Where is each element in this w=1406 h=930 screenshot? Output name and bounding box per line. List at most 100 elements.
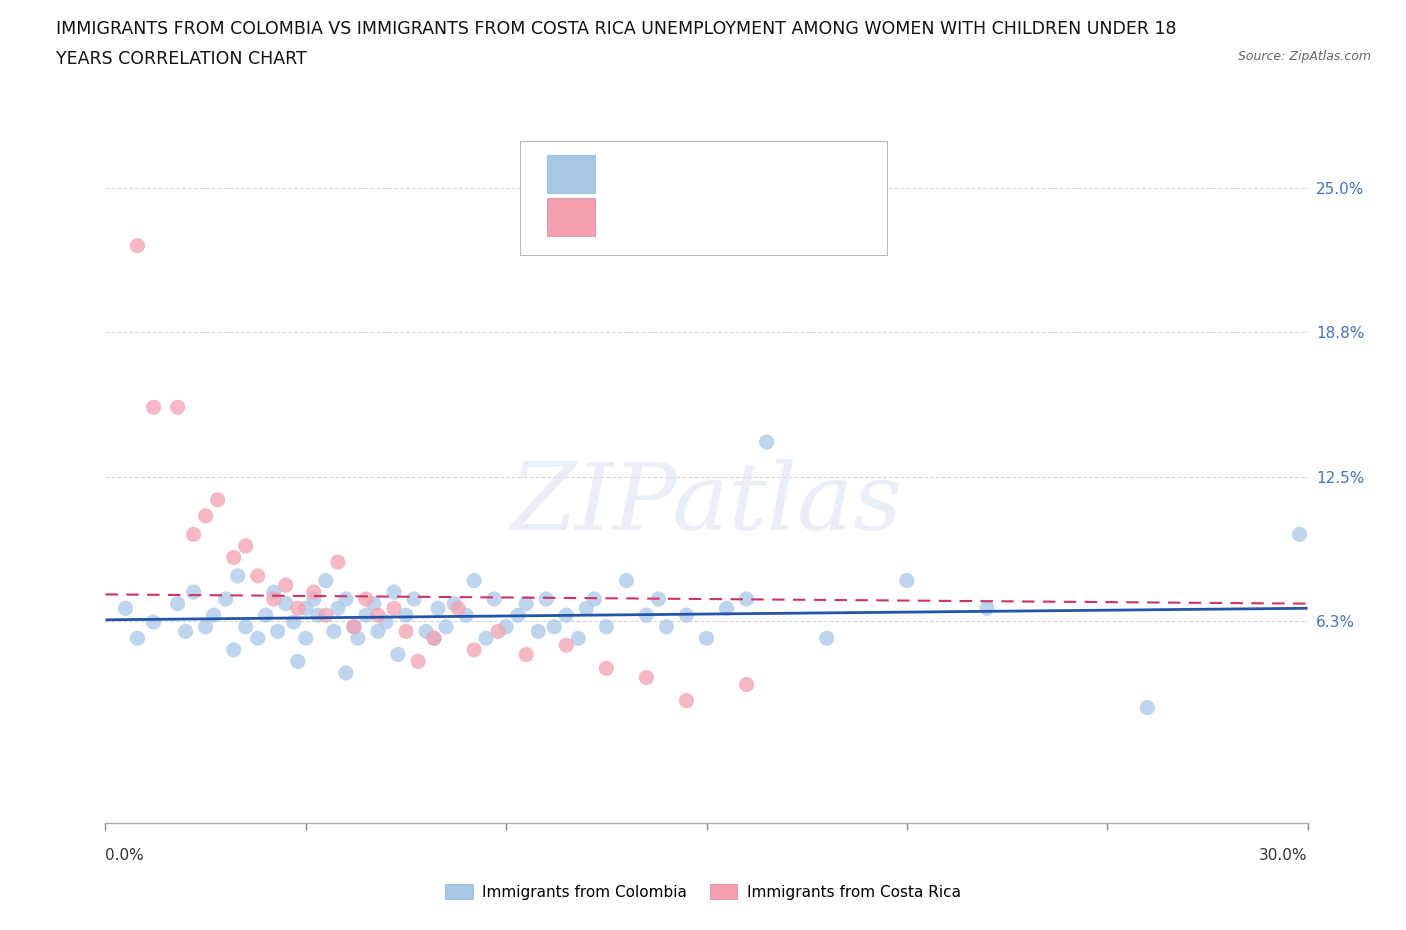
FancyBboxPatch shape: [547, 198, 595, 236]
Point: [295, 601, 318, 616]
Point: [423, 631, 446, 645]
Text: R = 0.024   N = 72: R = 0.024 N = 72: [607, 166, 751, 181]
Point: [515, 647, 537, 662]
Point: [222, 643, 245, 658]
Point: [406, 654, 429, 669]
Point: [226, 568, 249, 583]
Point: [583, 591, 606, 606]
Point: [235, 619, 257, 634]
Point: [447, 601, 470, 616]
Point: [283, 615, 305, 630]
Point: [575, 601, 598, 616]
Point: [354, 608, 377, 623]
Point: [636, 608, 658, 623]
Point: [166, 400, 188, 415]
Point: [194, 509, 217, 524]
Point: [434, 619, 457, 634]
Point: [183, 585, 205, 600]
Point: [363, 596, 385, 611]
Point: [354, 591, 377, 606]
Point: [755, 434, 778, 449]
Text: 30.0%: 30.0%: [1260, 848, 1308, 863]
Point: [287, 654, 309, 669]
Point: [174, 624, 197, 639]
Point: [495, 619, 517, 634]
Point: [402, 591, 425, 606]
Point: [595, 619, 617, 634]
Point: [246, 631, 269, 645]
Point: [976, 601, 998, 616]
Point: [735, 591, 758, 606]
Point: [567, 631, 589, 645]
Point: [463, 643, 485, 658]
Point: [367, 624, 389, 639]
Point: [315, 608, 337, 623]
Point: [315, 573, 337, 588]
Point: [302, 591, 325, 606]
Point: [235, 538, 257, 553]
Legend: Immigrants from Colombia, Immigrants from Costa Rica: Immigrants from Colombia, Immigrants fro…: [439, 877, 967, 906]
Point: [302, 585, 325, 600]
Point: [114, 601, 136, 616]
Point: [508, 608, 530, 623]
FancyBboxPatch shape: [547, 154, 595, 193]
Point: [322, 624, 344, 639]
Point: [463, 573, 485, 588]
Text: YEARS CORRELATION CHART: YEARS CORRELATION CHART: [56, 50, 307, 68]
Point: [214, 591, 236, 606]
Point: [655, 619, 678, 634]
Point: [555, 638, 578, 653]
Point: [387, 647, 409, 662]
Point: [636, 671, 658, 685]
Point: [1136, 700, 1159, 715]
Point: [534, 591, 557, 606]
Text: IMMIGRANTS FROM COLOMBIA VS IMMIGRANTS FROM COSTA RICA UNEMPLOYMENT AMONG WOMEN : IMMIGRANTS FROM COLOMBIA VS IMMIGRANTS F…: [56, 20, 1177, 38]
Point: [815, 631, 838, 645]
Point: [267, 624, 290, 639]
Point: [222, 550, 245, 565]
FancyBboxPatch shape: [520, 140, 887, 255]
Point: [142, 615, 165, 630]
Point: [543, 619, 565, 634]
Point: [343, 619, 366, 634]
Point: [142, 400, 165, 415]
Point: [735, 677, 758, 692]
Point: [127, 631, 149, 645]
Point: [443, 596, 465, 611]
Point: [382, 601, 405, 616]
Text: Source: ZipAtlas.com: Source: ZipAtlas.com: [1237, 50, 1371, 63]
Point: [716, 601, 738, 616]
Point: [263, 585, 285, 600]
Point: [343, 619, 366, 634]
Point: [367, 608, 389, 623]
Point: [263, 591, 285, 606]
Point: [307, 608, 329, 623]
Point: [515, 596, 537, 611]
Text: R = 0.001   N = 31: R = 0.001 N = 31: [607, 209, 751, 224]
Point: [896, 573, 918, 588]
Point: [415, 624, 437, 639]
Point: [395, 624, 418, 639]
Point: [475, 631, 498, 645]
Point: [335, 591, 357, 606]
Point: [166, 596, 188, 611]
Point: [675, 608, 697, 623]
Point: [335, 666, 357, 681]
Point: [427, 601, 450, 616]
Point: [382, 585, 405, 600]
Point: [326, 601, 349, 616]
Point: [194, 619, 217, 634]
Point: [486, 624, 509, 639]
Point: [254, 608, 277, 623]
Point: [202, 608, 225, 623]
Point: [647, 591, 669, 606]
Point: [374, 615, 398, 630]
Point: [326, 554, 349, 569]
Point: [423, 631, 446, 645]
Point: [347, 631, 370, 645]
Text: ZIPatlas: ZIPatlas: [510, 459, 903, 550]
Point: [527, 624, 550, 639]
Point: [127, 238, 149, 253]
Point: [183, 527, 205, 542]
Point: [616, 573, 638, 588]
